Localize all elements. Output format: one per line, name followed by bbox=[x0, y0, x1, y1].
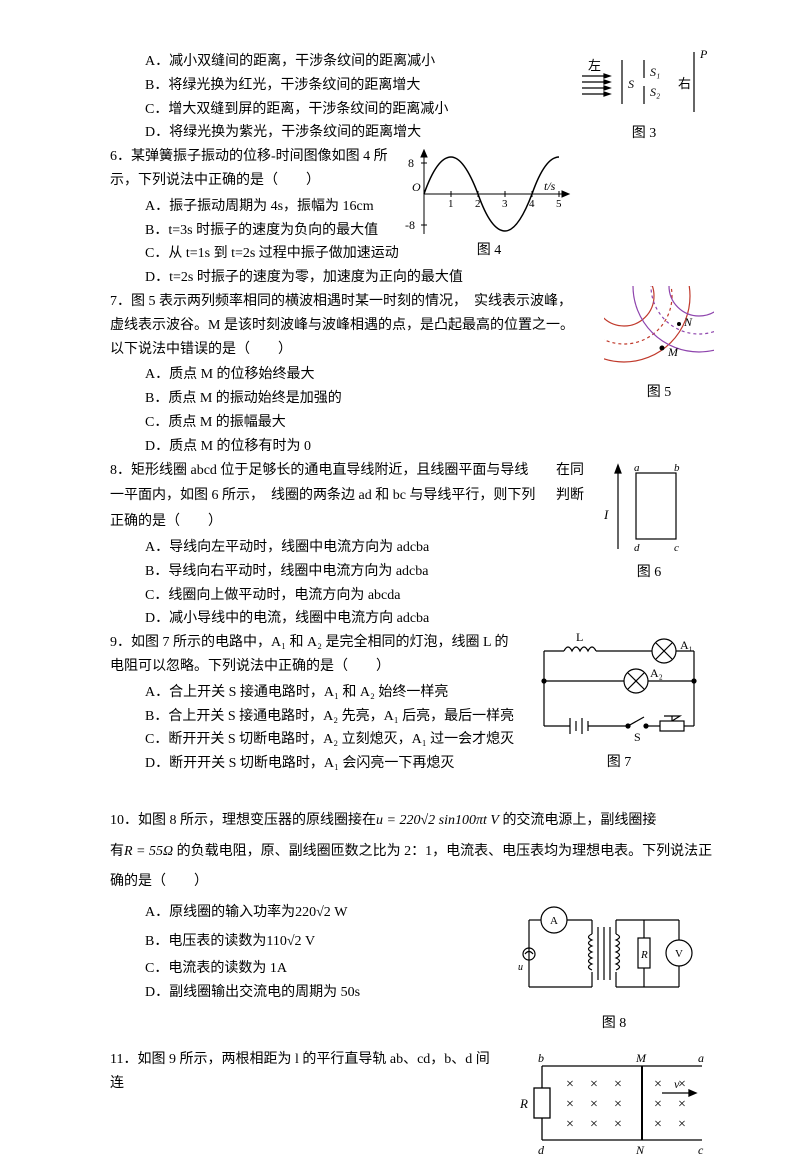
svg-text:A: A bbox=[550, 915, 558, 927]
svg-text:×: × bbox=[614, 1077, 622, 1092]
svg-text:4: 4 bbox=[529, 198, 535, 210]
svg-text:5: 5 bbox=[556, 198, 562, 210]
svg-text:R: R bbox=[519, 1096, 528, 1111]
q8-opt-d: D．减小导线中的电流，线圈中电流方向 adcba bbox=[110, 607, 714, 631]
svg-text:N: N bbox=[635, 1143, 645, 1157]
svg-text:S₂: S₂ bbox=[650, 85, 660, 99]
q10-stem2: 有R = 55Ω 的负载电阻，原、副线圈匝数之比为 2：1，电流表、电压表均为理… bbox=[110, 837, 714, 896]
fig4-label: 图 4 bbox=[404, 239, 574, 263]
q10-stem1: 10．如图 8 所示，理想变压器的原线圈接在u = 220√2 sin100πt… bbox=[110, 806, 714, 835]
svg-text:×: × bbox=[614, 1097, 622, 1112]
q7-opt-c: C．质点 M 的振幅最大 bbox=[110, 411, 714, 435]
svg-text:×: × bbox=[566, 1117, 574, 1132]
svg-text:L: L bbox=[576, 631, 583, 644]
svg-text:I: I bbox=[604, 507, 609, 522]
svg-text:×: × bbox=[654, 1077, 662, 1092]
svg-text:×: × bbox=[654, 1097, 662, 1112]
svg-text:P: P bbox=[699, 47, 708, 61]
svg-text:u: u bbox=[518, 962, 523, 973]
svg-text:S₁: S₁ bbox=[650, 65, 660, 79]
svg-text:S: S bbox=[634, 730, 641, 744]
fig6-label: 图 6 bbox=[584, 561, 714, 585]
svg-text:R: R bbox=[640, 949, 648, 961]
svg-text:-8: -8 bbox=[405, 218, 415, 232]
svg-text:M: M bbox=[635, 1051, 647, 1065]
svg-text:d: d bbox=[538, 1143, 545, 1157]
fig6-diagram: a b d c I bbox=[604, 461, 694, 561]
svg-text:3: 3 bbox=[502, 198, 508, 210]
svg-text:×: × bbox=[678, 1117, 686, 1132]
fig7-label: 图 7 bbox=[524, 751, 714, 775]
fig5-label: 图 5 bbox=[604, 381, 714, 405]
svg-text:×: × bbox=[614, 1117, 622, 1132]
svg-text:×: × bbox=[590, 1097, 598, 1112]
svg-text:a: a bbox=[698, 1051, 704, 1065]
q7-stem: 7．图 5 表示两列频率相同的横波相遇时某一时刻的情况， 实线表示波峰，虚线表示… bbox=[110, 290, 580, 361]
svg-text:×: × bbox=[654, 1117, 662, 1132]
q11-stem: 11．如图 9 所示，两根相距为 l 的平行直导轨 ab、cd，b、d 间连 bbox=[110, 1048, 500, 1096]
svg-text:×: × bbox=[590, 1117, 598, 1132]
fig9-diagram: ××× ×× ××× ×× ××× ×× b M a d N c v R bbox=[514, 1048, 714, 1158]
svg-text:M: M bbox=[667, 345, 679, 359]
svg-text:v: v bbox=[674, 1077, 680, 1091]
svg-text:c: c bbox=[674, 542, 679, 554]
svg-text:×: × bbox=[590, 1077, 598, 1092]
svg-text:c: c bbox=[698, 1143, 704, 1157]
svg-text:N: N bbox=[683, 315, 693, 329]
fig3-label: 图 3 bbox=[574, 122, 714, 146]
q7-opt-d: D．质点 M 的位移有时为 0 bbox=[110, 435, 714, 459]
svg-text:8: 8 bbox=[408, 156, 414, 170]
svg-text:S: S bbox=[628, 77, 634, 91]
fig7-circuit: L A₁ A₂ S bbox=[524, 631, 714, 751]
svg-text:×: × bbox=[566, 1097, 574, 1112]
svg-text:A₁: A₁ bbox=[680, 638, 693, 652]
svg-text:×: × bbox=[566, 1077, 574, 1092]
svg-text:V: V bbox=[675, 948, 683, 960]
svg-text:A₂: A₂ bbox=[650, 666, 663, 680]
q9-stem: 9．如图 7 所示的电路中，A₁ 和 A₂ 是完全相同的灯泡，线圈 L 的电阻可… bbox=[110, 631, 510, 679]
svg-text:a: a bbox=[634, 462, 640, 474]
svg-text:b: b bbox=[674, 462, 680, 474]
svg-text:d: d bbox=[634, 542, 640, 554]
svg-text:O: O bbox=[412, 180, 421, 194]
fig3-diagram: 左 S S₁ S₂ 右 P bbox=[574, 42, 714, 122]
svg-text:左: 左 bbox=[588, 58, 601, 73]
svg-text:右: 右 bbox=[678, 76, 691, 91]
svg-text:1: 1 bbox=[448, 198, 454, 210]
fig8-label: 图 8 bbox=[514, 1012, 714, 1036]
svg-text:2: 2 bbox=[475, 198, 481, 210]
fig5-diagram: M N bbox=[604, 286, 714, 381]
q8-opt-c: C．线圈向上做平动时，电流方向为 abcda bbox=[110, 584, 714, 608]
fig8-circuit: A u R V bbox=[514, 902, 714, 1012]
svg-text:b: b bbox=[538, 1051, 544, 1065]
svg-text:t/s: t/s bbox=[544, 179, 556, 193]
svg-text:×: × bbox=[678, 1097, 686, 1112]
fig4-graph: 8 -8 O 1 2 3 4 5 t/s bbox=[404, 149, 574, 239]
